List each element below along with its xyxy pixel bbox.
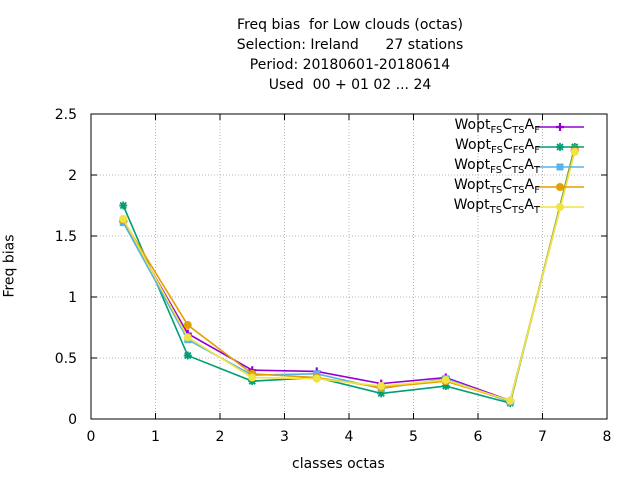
legend-label-part: T <box>533 204 540 216</box>
legend-swatch-marker-5-shape <box>556 203 564 211</box>
series-5-point <box>119 214 128 223</box>
x-tick-label: 6 <box>474 429 483 445</box>
series-5-point <box>248 373 257 382</box>
x-tick-label: 4 <box>345 429 354 445</box>
legend-label-part: Wopt <box>454 157 491 173</box>
legend-swatch-marker-4-shape <box>556 183 564 191</box>
legend-label-part: TS <box>489 184 503 196</box>
legend-label-part: FS <box>491 144 503 156</box>
series-5-point-shape <box>506 396 515 405</box>
x-tick-label: 1 <box>151 429 160 445</box>
series-5-point-shape <box>183 333 192 342</box>
y-tick-label: 1.5 <box>55 229 77 245</box>
legend-label-part: C <box>502 137 513 153</box>
legend-label-part: TS <box>489 204 503 216</box>
legend-swatch-marker-4 <box>556 183 564 191</box>
legend-item-2: WoptFSCFSAF <box>455 137 540 157</box>
x-tick-label: 8 <box>603 429 612 445</box>
y-tick-label: 2.5 <box>55 107 77 123</box>
title-line-1: Freq bias for Low clouds (octas) <box>237 17 463 33</box>
legend-item-1: WoptFSCTSAF <box>455 117 541 137</box>
x-tick-label: 7 <box>538 429 547 445</box>
legend-label-part: C <box>502 157 512 173</box>
legend-swatch-marker-3-shape <box>556 163 564 171</box>
legend-label-part: C <box>502 197 512 213</box>
y-tick-label: 2 <box>68 168 77 184</box>
legend-item-4: WoptTSCTSAF <box>454 177 540 197</box>
legend-label-part: TS <box>511 204 525 216</box>
legend-label-part: A <box>524 197 534 213</box>
x-tick-label: 5 <box>409 429 418 445</box>
legend-label-part: Wopt <box>453 177 490 193</box>
legend-label-part: FS <box>490 124 503 136</box>
y-tick-label: 0.5 <box>55 351 77 367</box>
series-5-point <box>506 396 515 405</box>
legend-label-part: A <box>524 157 534 173</box>
legend-item-5: WoptTSCTSAT <box>454 197 540 217</box>
series-5-point <box>312 374 321 383</box>
x-tick-label: 0 <box>87 429 96 445</box>
series-2-point <box>119 201 128 210</box>
series-2-point-shape <box>441 382 450 391</box>
legend-item-3: WoptFSCTSAT <box>454 157 540 177</box>
series-2-point <box>183 351 192 360</box>
series-2-point-shape <box>377 389 386 398</box>
series-layer <box>119 142 579 408</box>
series-5-point-shape <box>312 374 321 383</box>
legend-swatch-marker-5 <box>556 203 564 211</box>
title-line-2: Selection: Ireland 27 stations <box>236 37 464 53</box>
series-2-point-shape <box>119 201 128 210</box>
legend-label-part: F <box>534 144 540 156</box>
series-5-point-shape <box>377 382 386 391</box>
legend-label-part: T <box>533 164 540 176</box>
series-5-point-shape <box>119 214 128 223</box>
legend-label-part: Wopt <box>453 197 490 213</box>
series-2-point-shape <box>183 351 192 360</box>
legend-label-part: A <box>524 137 535 153</box>
series-5-line <box>122 151 576 402</box>
x-tick-label: 2 <box>216 429 225 445</box>
series-5 <box>119 147 579 405</box>
series-5-point-shape <box>570 147 579 156</box>
series-2-point <box>377 389 386 398</box>
legend-label-part: TS <box>511 164 525 176</box>
series-5-point <box>570 147 579 156</box>
title-line-3: Period: 20180601-20180614 <box>249 57 451 73</box>
y-tick-label: 1 <box>68 290 77 306</box>
series-4-point-shape <box>183 321 192 330</box>
series-5-point <box>183 333 192 342</box>
series-5-point <box>441 375 450 384</box>
series-2-line <box>122 146 576 405</box>
series-2-point <box>441 382 450 391</box>
x-tick-label: 3 <box>280 429 289 445</box>
legend-label-part: C <box>502 177 513 193</box>
legend-label-part: TS <box>512 184 525 196</box>
axis-ticks: 0 1 2 3 4 5 6 7 8 0 0.5 1 1.5 2 2.5 <box>55 107 612 445</box>
legend-label-part: Wopt <box>455 137 491 153</box>
legend-label-part: TS <box>512 124 525 136</box>
legend-label-part: A <box>524 117 535 133</box>
legend-label-part: Wopt <box>454 117 491 133</box>
series-5-point-shape <box>248 373 257 382</box>
legend-swatch-marker-1-shape <box>556 123 564 131</box>
legend-swatch-marker-1 <box>556 123 564 131</box>
legend-label-part: FS <box>490 164 503 176</box>
legend-label-part: FS <box>512 144 525 156</box>
legend-label-part: A <box>524 177 535 193</box>
y-tick-label: 0 <box>68 412 77 428</box>
legend-label-part: F <box>534 184 540 196</box>
series-5-point-shape <box>441 375 450 384</box>
legend-label-part: F <box>534 124 540 136</box>
title-line-4: Used 00 + 01 02 ... 24 <box>268 77 432 93</box>
legend-swatch-marker-3 <box>556 163 564 171</box>
legend-swatch-marker-2 <box>556 143 564 151</box>
legend-swatch-marker-2-shape <box>556 143 564 151</box>
x-axis-label: classes octas <box>292 456 385 472</box>
series-4-point <box>183 321 192 330</box>
series-5-point <box>377 382 386 391</box>
legend-lines <box>536 123 584 211</box>
y-axis-label: Freq bias <box>1 234 18 298</box>
legend-label-part: C <box>502 117 513 133</box>
